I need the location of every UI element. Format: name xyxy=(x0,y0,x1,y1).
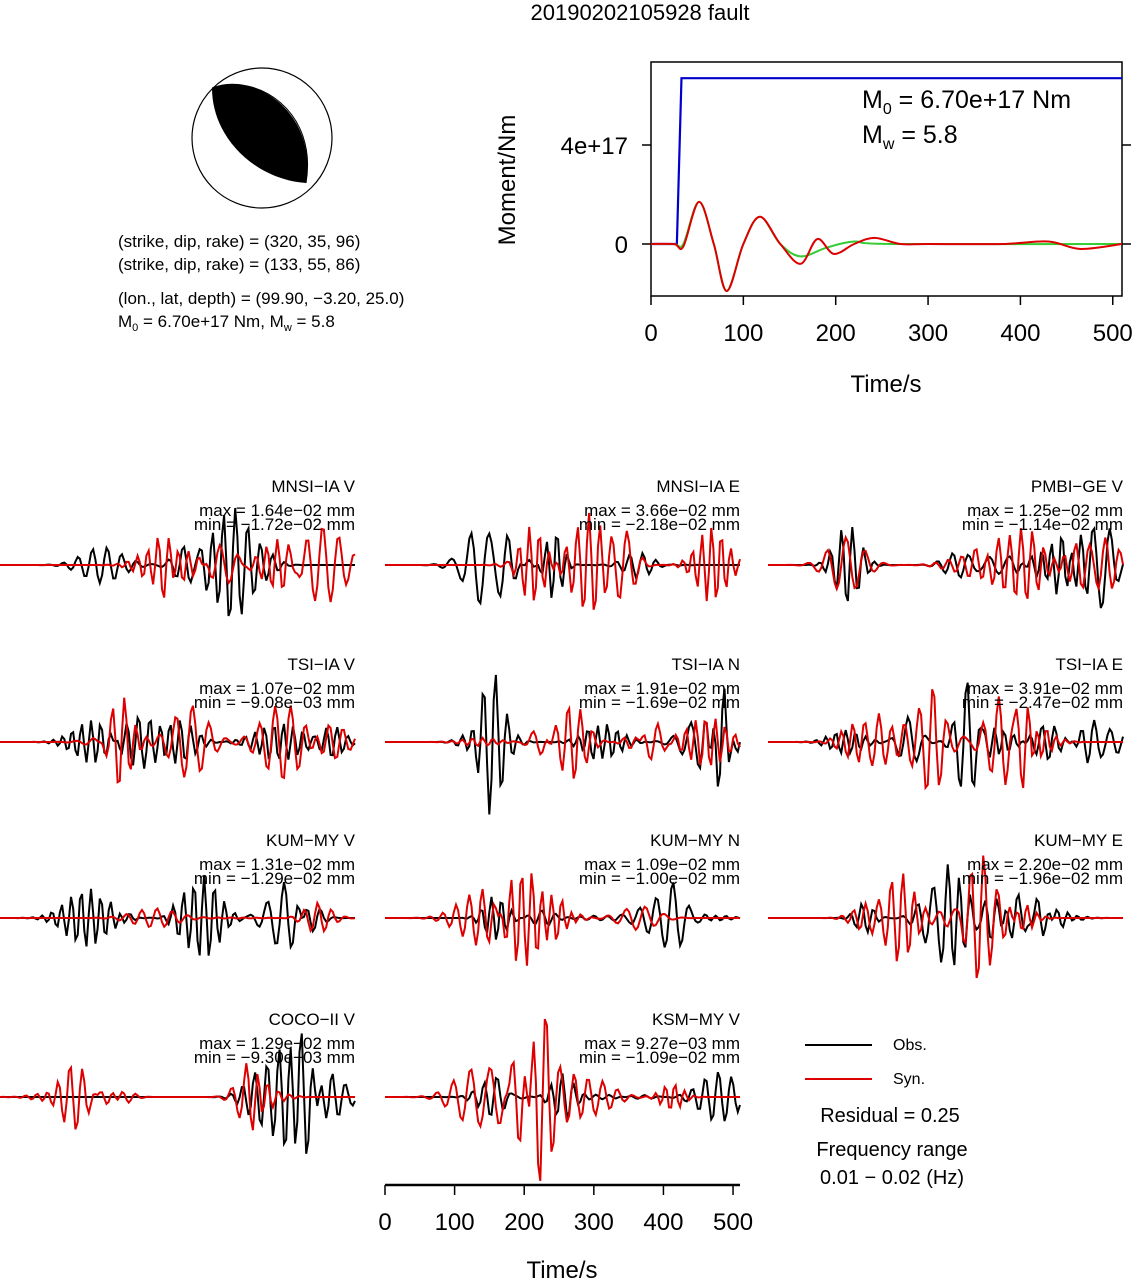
moment-m0-label: M0 = 6.70e+17 Nm xyxy=(862,86,1071,118)
residual-label: Residual = 0.25 xyxy=(820,1105,960,1127)
station-max: max = 1.09e−02 mm xyxy=(584,855,740,874)
moment-xlabel: Time/s xyxy=(850,371,921,398)
moment-ytick-label: 4e+17 xyxy=(561,133,628,160)
station-min: min = −1.29e−02 mm xyxy=(194,869,355,888)
syn-trace xyxy=(0,899,356,934)
moment-xtick-label: 500 xyxy=(1093,320,1133,347)
moment-ytick-label: 0 xyxy=(615,232,628,259)
beachball xyxy=(191,67,333,209)
moment-mw-label: Mw = 5.8 xyxy=(862,121,958,153)
obs-trace xyxy=(768,525,1124,609)
wave-xtick-label: 300 xyxy=(574,1209,614,1236)
beachball-compression-quadrant xyxy=(212,83,308,183)
station-max: max = 1.29e−02 mm xyxy=(199,1034,355,1053)
station-name: TSI−IA E xyxy=(1055,655,1123,674)
station-min: min = −1.14e−02 mm xyxy=(962,515,1123,534)
station-name: PMBI−GE V xyxy=(1031,477,1124,496)
syn-trace xyxy=(385,512,741,610)
obs-trace xyxy=(0,714,356,769)
legend: Obs. Syn. xyxy=(805,1037,927,1088)
station-min: min = −2.47e−02 mm xyxy=(962,693,1123,712)
station-max: max = 1.07e−02 mm xyxy=(199,679,355,698)
moment-xtick-label: 100 xyxy=(723,320,763,347)
moment-xtick-label: 200 xyxy=(816,320,856,347)
station-max: max = 1.64e−02 mm xyxy=(199,501,355,520)
station-max: max = 2.20e−02 mm xyxy=(967,855,1123,874)
station-name: COCO−II V xyxy=(269,1010,356,1029)
syn-trace xyxy=(385,873,740,966)
moment-plot-frame xyxy=(650,61,1123,297)
syn-trace xyxy=(385,704,741,779)
syn-trace xyxy=(0,527,356,603)
station-min: min = −1.09e−02 mm xyxy=(579,1048,740,1067)
mech-line-1: (strike, dip, rake) = (320, 35, 96) xyxy=(118,232,360,251)
figure-title: 20190202105928 fault xyxy=(531,0,750,25)
moment-xtick-label: 300 xyxy=(908,320,948,347)
station-name: TSI−IA V xyxy=(287,655,355,674)
obs-trace xyxy=(385,882,741,950)
station-name: KUM−MY E xyxy=(1034,831,1123,850)
syn-trace xyxy=(385,1018,740,1182)
mech-line-4: M0 = 6.70e+17 Nm, Mw = 5.8 xyxy=(118,312,335,334)
station-max: max = 9.27e−03 mm xyxy=(584,1034,740,1053)
mech-line-3: (lon., lat, depth) = (99.90, −3.20, 25.0… xyxy=(118,289,404,308)
station-min: min = −1.96e−02 mm xyxy=(962,869,1123,888)
station-name: MNSI−IA V xyxy=(271,477,355,496)
wave-xtick-label: 400 xyxy=(643,1209,683,1236)
frequency-range-label: Frequency range xyxy=(816,1139,967,1161)
syn-trace xyxy=(768,528,1124,600)
station-name: TSI−IA N xyxy=(672,655,741,674)
station-name: KSM−MY V xyxy=(652,1010,741,1029)
station-max: max = 3.66e−02 mm xyxy=(584,501,740,520)
legend-syn-label: Syn. xyxy=(893,1071,925,1088)
legend-obs-label: Obs. xyxy=(893,1037,927,1054)
syn-trace xyxy=(768,855,1123,979)
wave-xtick-label: 0 xyxy=(378,1209,391,1236)
moment-ylabel: Moment/Nm xyxy=(494,115,521,246)
station-min: min = −1.69e−02 mm xyxy=(579,693,740,712)
station-max: max = 1.31e−02 mm xyxy=(199,855,355,874)
station-name: KUM−MY N xyxy=(650,831,740,850)
wave-xlabel: Time/s xyxy=(526,1257,597,1281)
station-name: KUM−MY V xyxy=(266,831,356,850)
station-min: min = −1.00e−02 mm xyxy=(579,869,740,888)
station-min: min = −1.72e−02 mm xyxy=(194,515,355,534)
station-name: MNSI−IA E xyxy=(656,477,740,496)
mech-line-2: (strike, dip, rake) = (133, 55, 86) xyxy=(118,255,360,274)
station-min: min = −9.08e−03 mm xyxy=(194,693,355,712)
station-max: max = 1.25e−02 mm xyxy=(967,501,1123,520)
moment-series-1 xyxy=(650,200,1123,293)
moment-xtick-label: 0 xyxy=(644,320,657,347)
wave-xtick-label: 500 xyxy=(713,1209,753,1236)
obs-trace xyxy=(385,1071,741,1123)
station-min: min = −9.30e−03 mm xyxy=(194,1048,355,1067)
frequency-range-value: 0.01 − 0.02 (Hz) xyxy=(820,1167,964,1189)
wave-xtick-label: 200 xyxy=(504,1209,544,1236)
station-min: min = −2.18e−02 mm xyxy=(579,515,740,534)
station-max: max = 1.91e−02 mm xyxy=(584,679,740,698)
syn-trace xyxy=(0,697,356,784)
moment-panel: 0 100 200 300 400 500 0 4e+17 Moment/Nm Time/s… xyxy=(494,61,1133,398)
syn-trace xyxy=(0,1063,355,1131)
moment-xtick-label: 400 xyxy=(1000,320,1040,347)
wave-xtick-label: 100 xyxy=(435,1209,475,1236)
station-max: max = 3.91e−02 mm xyxy=(967,679,1123,698)
waveform-time-axis: 0 100 200 300 400 500 Time/s xyxy=(378,1183,753,1281)
syn-trace xyxy=(768,689,1123,791)
